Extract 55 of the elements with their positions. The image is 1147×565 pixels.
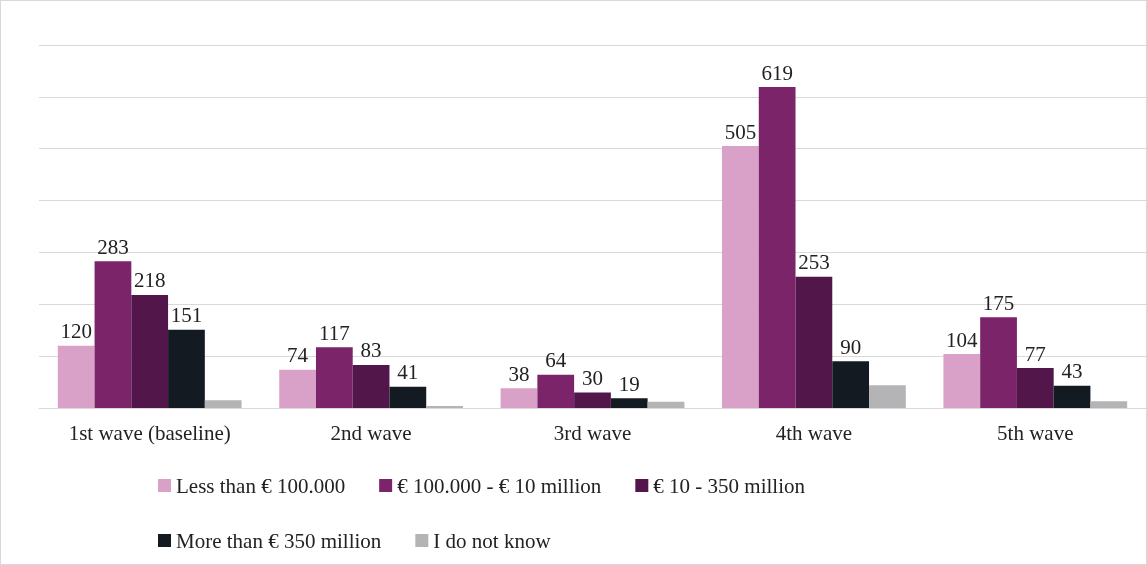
legend-label: Less than € 100.000 [176,473,346,498]
data-label: 41 [397,360,419,385]
data-label: 283 [97,234,129,259]
data-label: 218 [133,268,166,293]
x-tick-label: 1st wave (baseline) [68,420,231,445]
x-tick-label: 4th wave [775,420,853,445]
bar [832,361,870,408]
data-label: 120 [60,319,92,344]
x-tick-label: 5th wave [997,420,1074,445]
data-label: 253 [798,250,830,275]
data-label: 43 [1061,359,1083,384]
data-label: 19 [618,371,640,396]
bar [537,374,575,408]
bar [610,398,648,408]
data-label: 83 [360,338,382,363]
data-label: 505 [724,119,757,144]
data-label: 117 [318,320,350,345]
bar [500,388,538,408]
legend-label: I do not know [433,528,552,553]
bar [94,261,132,408]
bar [168,329,205,408]
legend-label: € 100.000 - € 10 million [397,473,602,498]
bar [131,294,169,408]
data-label: 619 [761,60,793,85]
data-label: 104 [946,327,979,352]
x-tick-label: 3rd wave [553,420,632,445]
bar [426,405,463,408]
data-label: 64 [545,348,567,373]
bar [204,400,242,408]
bar [980,317,1017,408]
data-label: 90 [840,334,862,359]
data-label: 77 [1024,341,1046,366]
x-tick-label: 2nd wave [330,420,412,445]
data-label: 38 [508,361,530,386]
legend-label: € 10 - 350 million [653,473,806,498]
bar [574,392,611,408]
legend-label: More than € 350 million [176,528,382,553]
bar [758,87,796,408]
bar [943,354,981,408]
data-label: 74 [287,343,309,368]
bar [57,345,95,408]
bar [795,276,833,408]
bar [1053,385,1091,408]
bar [647,401,685,408]
bar [722,146,759,408]
bar [279,369,316,408]
data-label: 175 [982,290,1015,315]
bar [1090,401,1128,408]
bar [1016,368,1054,408]
data-label: 30 [582,365,603,390]
bar [389,386,427,408]
data-label: 151 [170,303,203,328]
bar [315,347,353,408]
bar [352,364,390,408]
bar [869,385,906,408]
